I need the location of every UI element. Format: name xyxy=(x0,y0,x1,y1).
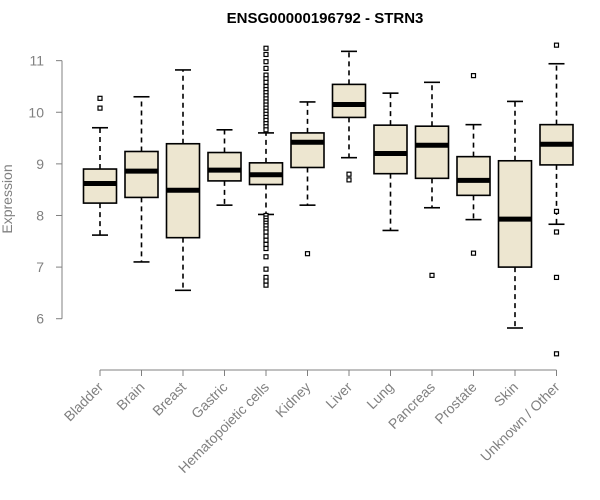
outlier-point xyxy=(263,79,269,85)
y-tick-label: 7 xyxy=(36,259,44,275)
x-tick-label: Breast xyxy=(149,379,189,419)
outlier-point xyxy=(263,266,269,272)
y-tick-label: 9 xyxy=(36,156,44,172)
y-axis: 6 7 8 9 10 11 xyxy=(28,53,63,327)
x-tick-label: Unknown / Other xyxy=(477,379,563,465)
box-iqr xyxy=(82,168,118,204)
box-group xyxy=(82,95,118,236)
box-group xyxy=(331,50,367,183)
outlier-point xyxy=(553,351,560,357)
y-tick-label: 6 xyxy=(36,311,44,327)
x-tick-label: Bladder xyxy=(61,379,107,425)
box-group xyxy=(124,95,159,263)
outlier-point xyxy=(263,51,269,58)
outlier-point xyxy=(263,233,269,239)
x-tick-label: Skin xyxy=(491,379,522,410)
outlier-point xyxy=(97,95,103,101)
box-group xyxy=(414,81,450,278)
box-group xyxy=(290,101,325,257)
outlier-point xyxy=(553,229,560,235)
outlier-point xyxy=(304,251,311,257)
chart-title: ENSG00000196792 - STRN3 xyxy=(227,10,424,27)
box-group xyxy=(248,45,284,288)
box-iqr xyxy=(124,150,159,199)
outlier-point xyxy=(263,45,269,51)
box-iqr xyxy=(207,151,242,182)
outlier-point xyxy=(263,254,269,260)
outlier-point xyxy=(97,105,103,111)
outlier-point xyxy=(553,274,560,281)
box-group xyxy=(539,42,574,357)
y-tick-label: 10 xyxy=(28,104,44,120)
box-group xyxy=(373,92,408,232)
outlier-point xyxy=(263,127,269,133)
outlier-point xyxy=(346,171,352,177)
outlier-point xyxy=(429,272,435,278)
outlier-point xyxy=(263,245,269,252)
box-iqr xyxy=(456,155,491,197)
outlier-point xyxy=(263,229,269,235)
x-tick-label: Kidney xyxy=(272,379,314,421)
outlier-point xyxy=(470,73,477,79)
outlier-point xyxy=(553,42,560,48)
boxes-group xyxy=(82,42,574,357)
box-group xyxy=(456,73,491,256)
outlier-point xyxy=(263,278,269,284)
x-tick-label: Lung xyxy=(363,379,396,412)
x-tick-label: Prostate xyxy=(431,379,479,427)
outlier-point xyxy=(263,282,269,288)
outlier-point xyxy=(470,250,477,256)
outlier-point xyxy=(553,208,560,214)
outlier-point xyxy=(263,237,269,243)
outlier-point xyxy=(263,59,269,65)
box-iqr xyxy=(331,83,367,119)
box-iqr xyxy=(373,124,408,175)
box-iqr xyxy=(414,125,450,180)
box-iqr xyxy=(497,159,533,268)
x-tick-label: Liver xyxy=(322,379,355,412)
box-group xyxy=(165,69,201,292)
x-tick-label: Brain xyxy=(113,379,147,413)
box-iqr xyxy=(290,132,325,169)
y-tick-label: 11 xyxy=(29,53,44,69)
outlier-point xyxy=(263,65,269,71)
y-tick-label: 8 xyxy=(36,207,44,223)
box-group xyxy=(497,100,533,329)
box-group xyxy=(207,129,242,206)
outlier-point xyxy=(346,177,352,183)
y-axis-title: Expression xyxy=(0,164,15,233)
outlier-point xyxy=(263,241,269,247)
